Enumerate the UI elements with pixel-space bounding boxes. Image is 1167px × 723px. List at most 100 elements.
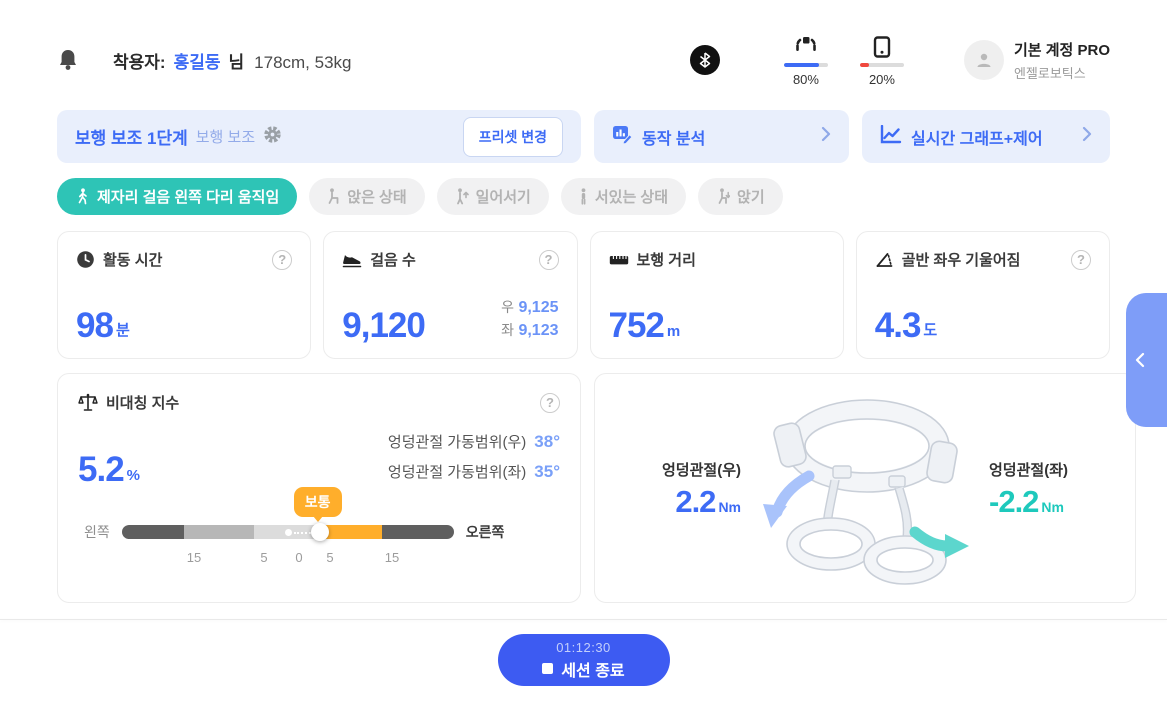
right-hip-value: 2.2 bbox=[675, 484, 716, 519]
device-battery-bar bbox=[783, 62, 828, 67]
left-hip-label: 엉덩관절(좌) bbox=[989, 462, 1068, 479]
help-icon[interactable]: ? bbox=[272, 249, 293, 270]
gauge-knob[interactable] bbox=[310, 523, 329, 541]
rom-left-value: 35° bbox=[534, 461, 560, 481]
right-hip-label: 엉덩관절(우) bbox=[662, 462, 741, 479]
state-pill-label: 제자리 걸음 왼쪽 다리 움직임 bbox=[97, 189, 280, 206]
help-icon[interactable]: ? bbox=[538, 249, 559, 270]
tablet-battery-percent: 20% bbox=[868, 71, 895, 87]
end-session-button[interactable]: 01:12:30 세션 종료 bbox=[497, 634, 670, 686]
state-pill-standing[interactable]: 서있는 상태 bbox=[560, 178, 687, 215]
state-pill-label: 일어서기 bbox=[475, 189, 531, 206]
assist-level-title: 보행 보조 1단계 bbox=[75, 129, 188, 148]
asymmetry-card: 비대칭 지수 ? 5.2 % 엉덩관절 가동범위(우) 38° 엉덩관절 가동범위… bbox=[57, 373, 581, 603]
state-pill-label: 서있는 상태 bbox=[594, 189, 669, 206]
hip-rom-values: 엉덩관절 가동범위(우) 38° 엉덩관절 가동범위(좌) 35° bbox=[388, 427, 560, 487]
walk-distance-value: 752 bbox=[608, 306, 665, 345]
balance-scale-icon bbox=[78, 393, 98, 411]
wearer-info: 착용자: 홍길동 님 178cm, 53kg bbox=[113, 48, 352, 73]
quick-panels: 보행 보조 1단계 보행 보조 프리셋 변경 bbox=[57, 110, 1110, 163]
preset-change-button[interactable]: 프리셋 변경 bbox=[462, 116, 563, 157]
battery-status-group: 80% 20% bbox=[782, 34, 906, 87]
gait-assist-panel: 보행 보조 1단계 보행 보조 프리셋 변경 bbox=[57, 110, 581, 163]
account-text: 기본 계정 PRO 엔젤로보틱스 bbox=[1014, 39, 1110, 82]
tick-label: 5 bbox=[260, 550, 268, 565]
bottom-cards-row: 비대칭 지수 ? 5.2 % 엉덩관절 가동범위(우) 38° 엉덩관절 가동범위… bbox=[57, 373, 1136, 603]
wearer-label: 착용자: bbox=[113, 52, 166, 72]
tablet-battery-bar bbox=[859, 62, 904, 67]
step-count-by-side: 우 9,125 좌 9,123 bbox=[501, 296, 558, 343]
notification-bell-icon[interactable] bbox=[57, 48, 79, 72]
pelvis-tilt-value: 4.3 bbox=[874, 306, 922, 345]
card-title: 걸음 수 bbox=[370, 252, 416, 269]
chevron-left-icon bbox=[1135, 352, 1145, 368]
side-panel-toggle[interactable] bbox=[1126, 293, 1167, 427]
right-hip-unit: Nm bbox=[718, 499, 741, 515]
step-count-card: 걸음 수 ? 9,120 우 9,125 좌 9,123 bbox=[323, 231, 578, 359]
ruler-icon bbox=[609, 255, 628, 264]
motion-analysis-icon bbox=[612, 124, 633, 150]
right-side-label: 우 bbox=[501, 298, 514, 315]
assist-mode-subtitle: 보행 보조 bbox=[195, 129, 256, 146]
state-pill-label: 앉기 bbox=[737, 189, 765, 206]
rom-left-label: 엉덩관절 가동범위(좌) bbox=[387, 463, 527, 481]
walk-distance-card: 보행 거리 752 m bbox=[589, 231, 844, 359]
wearer-suffix: 님 bbox=[228, 52, 245, 72]
account-menu[interactable]: 기본 계정 PRO 엔젤로보틱스 bbox=[963, 39, 1110, 82]
account-name: 기본 계정 PRO bbox=[1013, 41, 1110, 59]
state-pill-active-walking[interactable]: 제자리 걸음 왼쪽 다리 움직임 bbox=[57, 178, 298, 215]
gauge-ticks: 15 5 0 5 15 bbox=[132, 550, 464, 568]
tablet-icon bbox=[873, 34, 891, 58]
step-count-value: 9,120 bbox=[342, 306, 426, 345]
card-title: 활동 시간 bbox=[103, 252, 163, 269]
realtime-graph-panel[interactable]: 실시간 그래프+제어 bbox=[862, 110, 1110, 163]
device-battery-percent: 80% bbox=[792, 71, 819, 87]
left-hip-value: -2.2 bbox=[989, 484, 1039, 519]
help-icon[interactable]: ? bbox=[1071, 249, 1091, 270]
gauge-left-label: 왼쪽 bbox=[84, 524, 110, 540]
gauge-right-label: 오른쪽 bbox=[465, 524, 505, 540]
stat-cards-row: 활동 시간 ? 98 분 걸음 수 ? 9,120 우 bbox=[57, 231, 1110, 359]
state-pill-sit-down[interactable]: 앉기 bbox=[698, 178, 783, 215]
line-chart-icon bbox=[880, 124, 902, 149]
pelvis-tilt-unit: 도 bbox=[923, 322, 938, 339]
state-pill-sitting[interactable]: 앉은 상태 bbox=[309, 178, 425, 215]
account-org: 엔젤로보틱스 bbox=[1013, 65, 1086, 81]
angle-icon bbox=[876, 253, 893, 267]
walk-distance-unit: m bbox=[666, 323, 681, 340]
gauge-zero-dot bbox=[284, 529, 292, 536]
shoe-icon bbox=[342, 254, 362, 267]
state-pill-stand-up[interactable]: 일어서기 bbox=[436, 178, 549, 215]
stand-up-person-icon bbox=[456, 188, 469, 205]
clock-icon bbox=[77, 251, 94, 268]
activity-time-unit: 분 bbox=[115, 322, 130, 339]
rom-right-label: 엉덩관절 가동범위(우) bbox=[387, 434, 527, 451]
wearer-name[interactable]: 홍길동 bbox=[173, 52, 221, 72]
asymmetry-gauge: 왼쪽 보통 오른쪽 15 5 0 5 15 bbox=[78, 487, 560, 586]
left-hip-unit: Nm bbox=[1041, 499, 1064, 515]
device-battery: 80% bbox=[782, 34, 830, 87]
exoskeleton-illustration bbox=[763, 399, 969, 585]
card-title: 골반 좌우 기울어짐 bbox=[901, 252, 1021, 269]
stop-icon bbox=[542, 663, 554, 674]
state-pill-label: 앉은 상태 bbox=[347, 189, 407, 206]
gear-icon[interactable] bbox=[263, 125, 282, 149]
activity-time-value: 98 bbox=[76, 306, 114, 345]
tick-label: 0 bbox=[295, 550, 303, 565]
end-session-label: 세션 종료 bbox=[561, 662, 625, 680]
bluetooth-icon[interactable] bbox=[689, 45, 720, 75]
footer-divider bbox=[0, 619, 1167, 620]
asymmetry-gauge-track: 보통 bbox=[121, 487, 454, 541]
rom-right-value: 38° bbox=[534, 432, 560, 451]
tick-label: 5 bbox=[326, 550, 334, 565]
wearer-body-info: 178cm, 53kg bbox=[254, 52, 352, 72]
asymmetry-value: 5.2 bbox=[78, 449, 125, 489]
motion-analysis-panel[interactable]: 동작 분석 bbox=[594, 110, 849, 163]
card-title: 보행 거리 bbox=[636, 252, 696, 269]
avatar bbox=[963, 40, 1004, 80]
gauge-dotted-line bbox=[293, 531, 318, 534]
help-icon[interactable]: ? bbox=[540, 392, 560, 413]
right-side-value: 9,125 bbox=[518, 298, 559, 316]
session-controls: 01:12:30 세션 종료 bbox=[0, 634, 1167, 686]
